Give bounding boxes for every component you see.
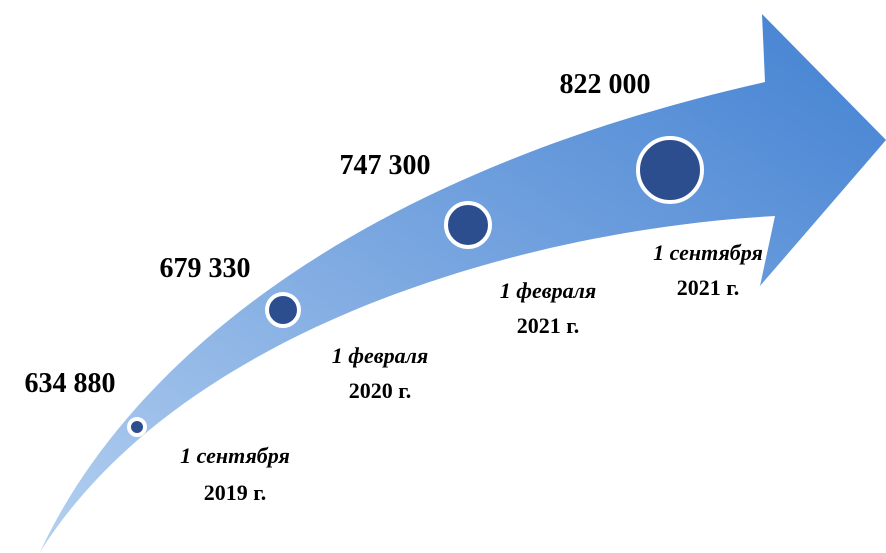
milestone-year: 2020 г. (349, 378, 412, 403)
milestone-year: 2021 г. (677, 275, 740, 300)
milestone-date: 1 февраля (500, 278, 596, 303)
milestone-value: 634 880 (25, 368, 116, 399)
milestone-dot (636, 136, 704, 204)
milestone-date: 1 сентября (653, 240, 763, 265)
milestone-value: 679 330 (160, 253, 251, 284)
milestone-year: 2021 г. (517, 313, 580, 338)
milestone-dot (127, 417, 147, 437)
milestone-value: 747 300 (340, 150, 431, 181)
milestone-date: 1 сентября (180, 443, 290, 468)
milestone-dot (444, 201, 492, 249)
milestone-dot (265, 292, 301, 328)
milestone-date: 1 февраля (332, 343, 428, 368)
milestone-value: 822 000 (560, 69, 651, 100)
milestone-year: 2019 г. (204, 480, 267, 505)
